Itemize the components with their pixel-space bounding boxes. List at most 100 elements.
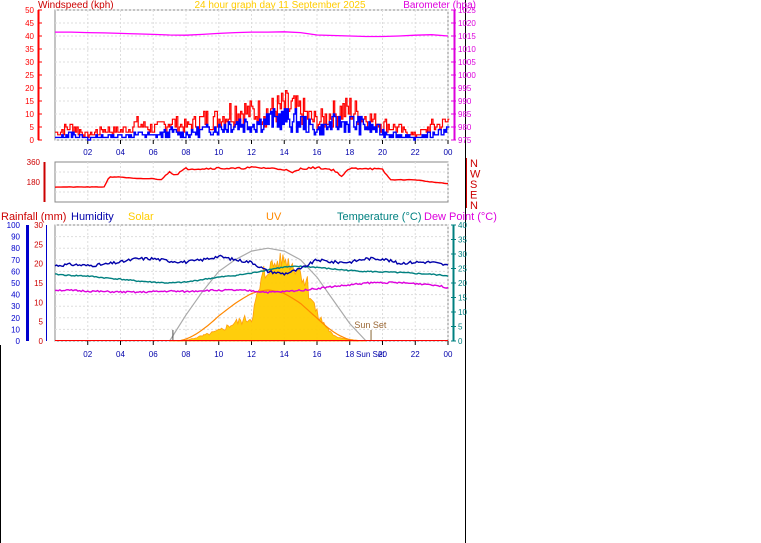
windspeed-tick-label: 50 [25,6,34,15]
humidity-line [54,254,449,276]
wind-x-tick-label: 22 [411,148,420,157]
chart-title: 24 hour graph day 11 September 2025 [194,0,365,11]
temperature-humidity-panel: 0102030405060708090100051015202530051015… [7,221,468,359]
temperature-tick-label: 15 [458,294,467,303]
wind-x-tick-label: 02 [83,148,92,157]
compass-label: N [470,200,478,212]
legend-rainfall: Rainfall (mm) [1,211,66,223]
solar-area [169,252,367,342]
solar-theoretical-line [169,247,367,342]
humidity-tick-label: 10 [11,325,20,334]
wind-x-tick-label: 20 [378,148,387,157]
temperature-tick-label: 40 [458,221,467,230]
humidity-tick-label: 0 [16,337,21,346]
wind-x-tick-label: 06 [149,148,158,157]
temp-x-tick-label: 04 [116,350,125,359]
rainfall-tick-label: 25 [34,240,43,249]
temp-x-tick-label: 20 [378,350,387,359]
barometer-tick-label: 1020 [458,19,476,28]
rainfall-tick-label: 10 [34,298,43,307]
temp-x-tick-label: 00 [444,350,453,359]
legend-dewpoint: Dew Point (°C) [424,211,497,223]
compass-label: W [470,169,481,181]
rainfall-tick-label: 20 [34,260,43,269]
humidity-tick-label: 30 [11,302,20,311]
humidity-tick-label: 70 [11,256,20,265]
temperature-line [55,265,449,284]
temp-x-tick-label: 10 [214,350,223,359]
temperature-tick-label: 20 [458,279,467,288]
windspeed-tick-label: 5 [30,123,35,132]
wind-direction-line [54,165,449,188]
wind-x-tick-label: 18 [345,148,354,157]
windspeed-tick-label: 25 [25,71,34,80]
barometer-tick-label: 980 [458,123,472,132]
barometer-tick-label: 1010 [458,45,476,54]
temperature-tick-label: 10 [458,308,467,317]
barometer-tick-label: 1025 [458,6,476,15]
temperature-tick-label: 5 [458,323,463,332]
humidity-tick-label: 80 [11,244,20,253]
temp-x-tick-label: 12 [247,350,256,359]
wind-x-tick-label: 04 [116,148,125,157]
legend-uv: UV [266,211,282,223]
sunset-axis-label: Sun Set [356,350,385,359]
barometer-tick-label: 975 [458,136,472,145]
windspeed-tick-label: 30 [25,58,34,67]
windspeed-tick-label: 10 [25,110,34,119]
barometer-tick-label: 1005 [458,58,476,67]
temperature-tick-label: 0 [458,337,463,346]
windspeed-tick-label: 20 [25,84,34,93]
uv-line [177,289,358,342]
wind-x-tick-label: 00 [444,148,453,157]
temp-x-tick-label: 08 [182,350,191,359]
windspeed-tick-label: 15 [25,97,34,106]
temperature-tick-label: 25 [458,265,467,274]
rainfall-tick-label: 15 [34,279,43,288]
sunset-label: Sun Set [354,320,387,330]
barometer-tick-label: 1000 [458,71,476,80]
windspeed-axis-title: Windspeed (kph) [38,0,114,11]
direction-tick-label: 360 [27,158,41,167]
temperature-tick-label: 30 [458,250,467,259]
windspeed-tick-label: 45 [25,19,34,28]
rainfall-tick-label: 5 [39,318,44,327]
windspeed-tick-label: 40 [25,32,34,41]
humidity-tick-label: 60 [11,267,20,276]
barometer-tick-label: 990 [458,97,472,106]
wind-barometer-panel: 0510152025303540455097598098599099510001… [25,6,476,157]
rainfall-tick-label: 0 [39,337,44,346]
temp-x-tick-label: 06 [149,350,158,359]
humidity-tick-label: 90 [11,233,20,242]
temp-x-tick-label: 18 [345,350,354,359]
rainfall-tick-label: 30 [34,221,43,230]
wind-average-line [55,108,450,141]
temp-x-tick-label: 16 [313,350,322,359]
legend-solar: Solar [128,211,154,223]
barometer-tick-label: 1015 [458,32,476,41]
humidity-tick-label: 40 [11,291,20,300]
direction-tick-label: 180 [27,178,41,187]
temperature-tick-label: 35 [458,236,467,245]
legend: Rainfall (mm) Humidity Solar UV Temperat… [1,211,497,223]
wind-x-tick-label: 12 [247,148,256,157]
wind-x-tick-label: 16 [313,148,322,157]
barometer-line [55,31,449,38]
temp-x-tick-label: 22 [411,350,420,359]
windspeed-tick-label: 0 [30,136,35,145]
dewpoint-line [54,281,449,295]
legend-humidity: Humidity [71,211,114,223]
humidity-tick-label: 100 [7,221,21,230]
humidity-tick-label: 50 [11,279,20,288]
barometer-axis-title: Barometer (hpa) [403,0,476,11]
windspeed-tick-label: 35 [25,45,34,54]
temp-x-tick-label: 02 [83,350,92,359]
legend-temperature: Temperature (°C) [337,211,421,223]
barometer-tick-label: 985 [458,110,472,119]
humidity-tick-label: 20 [11,314,20,323]
wind-x-tick-label: 14 [280,148,289,157]
barometer-tick-label: 995 [458,84,472,93]
compass-label: E [470,190,477,202]
compass-label: S [470,179,477,191]
